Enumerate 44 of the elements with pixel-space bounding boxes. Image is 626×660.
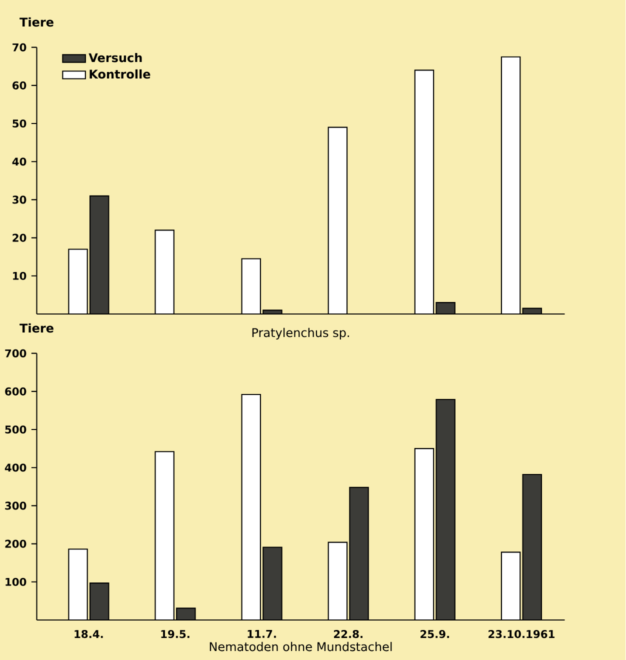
x-tick-label: 25.9. [420,630,450,638]
bar [522,474,542,620]
y-tick-label: 300 [5,502,26,510]
bar [415,448,434,620]
y-tick-label: 10 [13,272,26,280]
bar [263,547,282,620]
y-tick-label: 600 [5,387,26,396]
bar [155,452,174,620]
y-tick-label: 500 [5,425,26,434]
bar [415,70,434,314]
x-tick-label: 19.5. [161,630,190,638]
y-tick-label: 30 [12,196,26,204]
bar [328,127,348,314]
bar [501,552,521,620]
bar [242,394,261,620]
legend-label: Kontrolle [90,69,150,79]
y-axis-title: Tiere [20,323,54,333]
bar [68,549,88,620]
bar [328,542,348,620]
bar [68,249,88,314]
x-axis-title: Pratylenchus sp. [252,328,350,340]
bar [350,487,369,620]
y-tick-label: 60 [12,81,26,90]
y-tick-label: 400 [5,464,26,472]
y-tick-label: 70 [12,43,26,52]
y-tick-label: 100 [6,578,26,586]
y-tick-label: 40 [12,158,26,166]
bar [242,258,261,314]
legend-label: Versuch [88,52,142,62]
x-axis-title: Nematoden ohne Mundstachel [210,642,392,652]
y-tick-label: 20 [12,234,26,242]
x-tick-label: 11.7. [248,630,276,638]
bar [501,56,521,314]
x-tick-label: 18.4. [74,630,103,638]
bar [155,230,174,314]
bar [90,583,109,620]
bar [436,399,456,620]
y-tick-label: 200 [5,540,26,548]
x-tick-label: 22.8. [334,630,363,638]
x-tick-label: 23.10.1961 [488,630,555,638]
y-tick-label: 50 [12,119,26,128]
bar [90,196,109,314]
y-tick-label: 700 [5,349,26,358]
y-axis-title: Tiere [20,17,54,27]
